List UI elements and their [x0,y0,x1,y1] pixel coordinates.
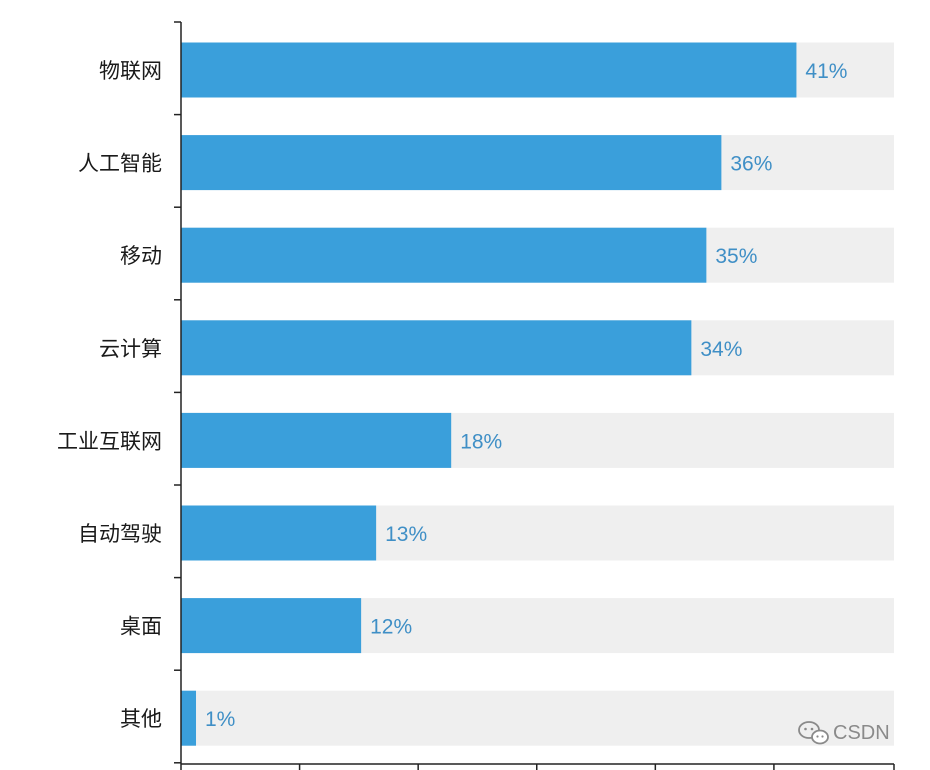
category-label: 工业互联网 [57,429,162,453]
wechat-icon [798,721,829,745]
axis-group [174,21,895,770]
bar [181,135,722,191]
watermark-text: CSDN [833,722,890,744]
watermark: CSDN [798,721,890,745]
category-label: 人工智能 [78,152,162,176]
bar [181,690,197,746]
category-label: 移动 [120,244,162,268]
data-label: 18% [460,430,502,453]
bar [181,227,707,283]
bar [181,320,692,376]
bar [181,42,797,98]
data-label: 36% [730,153,772,176]
data-label: 13% [385,523,427,546]
data-label: 34% [700,338,742,361]
value-label-group: 41% 36% 35% 34% 18% 13% 12% 1% [205,60,847,731]
category-label: 云计算 [99,337,162,361]
bar [181,505,377,561]
category-label: 自动驾驶 [78,522,162,546]
data-label: 1% [205,708,235,731]
category-label: 桌面 [120,615,162,639]
data-label: 41% [805,60,847,83]
bar-group [181,42,797,746]
data-label: 35% [715,245,757,268]
category-label: 物联网 [99,59,162,83]
bar [181,598,362,654]
data-label: 12% [370,616,412,639]
bar [181,412,452,468]
bar-track [181,690,894,746]
category-label: 其他 [120,707,162,731]
